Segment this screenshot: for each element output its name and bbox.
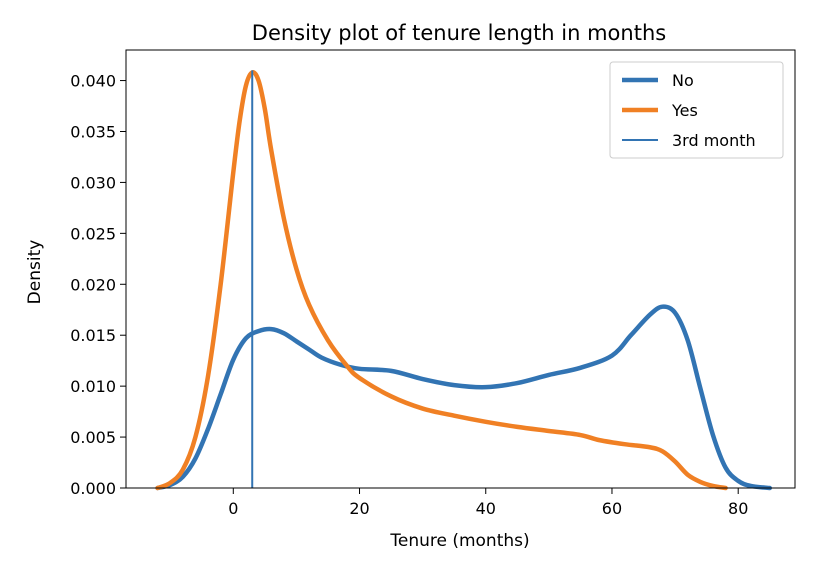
y-tick-label: 0.035	[70, 122, 116, 141]
y-tick-label: 0.010	[70, 377, 116, 396]
legend-label-no: No	[672, 71, 694, 90]
y-tick-label: 0.040	[70, 72, 116, 91]
y-axis-title: Density	[25, 240, 45, 305]
x-tick-label: 60	[602, 499, 622, 518]
x-tick-label: 0	[228, 499, 238, 518]
x-axis-title: Tenure (months)	[389, 531, 529, 551]
series-yes-line	[155, 70, 728, 491]
x-tick-label: 40	[476, 499, 496, 518]
y-tick-label: 0.025	[70, 224, 116, 243]
y-axis: 0.000 0.005 0.010 0.015 0.020 0.025 0.030 0.035…	[70, 72, 126, 498]
legend-box	[609, 61, 784, 159]
chart-title: Density plot of tenure length in months	[252, 21, 666, 45]
legend-label-3rd-month: 3rd month	[672, 131, 756, 150]
x-tick-label: 80	[728, 499, 748, 518]
x-axis: 0 20 40 60 80	[228, 488, 748, 518]
legend-label-yes: Yes	[671, 101, 698, 120]
y-tick-label: 0.020	[70, 275, 116, 294]
y-tick-label: 0.030	[70, 173, 116, 192]
axes-frame	[125, 49, 796, 489]
y-tick-label: 0.015	[70, 326, 116, 345]
x-tick-label: 20	[349, 499, 369, 518]
legend: No Yes 3rd month	[609, 61, 784, 159]
plot-area	[155, 70, 772, 491]
y-tick-label: 0.005	[70, 428, 116, 447]
y-tick-label: 0.000	[70, 479, 116, 498]
series-no-line	[155, 304, 772, 491]
